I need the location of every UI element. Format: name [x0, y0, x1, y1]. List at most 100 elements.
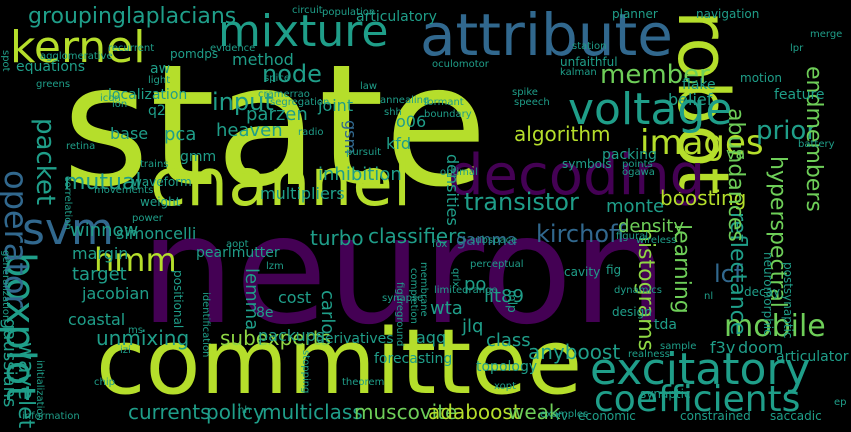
word-packing: packing — [602, 147, 657, 163]
word-channel: channel — [150, 144, 412, 221]
word-spice: spice — [264, 73, 290, 84]
word-spike: spike — [512, 87, 538, 98]
word-initialization: initialization — [34, 360, 45, 421]
word-heaven: heaven — [216, 120, 283, 141]
word-sample: sample — [660, 341, 697, 352]
word-svm: svm — [22, 204, 114, 255]
word-algorithm: algorithm — [514, 122, 611, 146]
word-excitatory: excitatory — [590, 344, 811, 395]
word-boosting: boosting — [660, 186, 747, 210]
word-correlation: correlation — [62, 176, 73, 230]
word-figureground: figureground — [394, 282, 405, 347]
word-annealing: annealing — [380, 95, 430, 106]
word-tda: tda — [654, 317, 677, 333]
word-cost: cost — [278, 288, 312, 307]
word-margin: margin — [72, 244, 129, 263]
word-retina: retina — [66, 141, 96, 152]
word-izi: izi — [120, 345, 131, 356]
word-xopt: xopt — [494, 381, 516, 392]
word-base: base — [110, 124, 149, 143]
word-synapse: synapse — [382, 293, 424, 304]
word-simoncelli: simoncelli — [116, 224, 197, 243]
word-trains: trains — [140, 159, 169, 170]
word-dynamics: dynamics — [614, 285, 662, 296]
word-target: target — [72, 264, 127, 285]
word-saccadic: saccadic — [770, 409, 822, 423]
word-mlp: mlp — [505, 290, 519, 313]
word-mobile: mobile — [724, 309, 826, 344]
word-icon: icon — [100, 93, 121, 104]
word-multiclass: multiclass — [262, 400, 363, 424]
word-oculomotor: oculomotor — [432, 59, 489, 70]
word-density: density — [618, 216, 684, 237]
word-constrained: constrained — [680, 409, 751, 423]
word-input: input — [212, 88, 274, 116]
word-muscovite: muscovite — [354, 400, 458, 424]
word-points: points — [622, 159, 653, 170]
word-chip: chip — [94, 377, 115, 388]
word-pca: pca — [164, 124, 197, 145]
word-membrane: membrane — [418, 262, 429, 317]
word-class: class — [486, 330, 531, 351]
word-currents: currents — [128, 400, 211, 424]
word-kirchoff: kirchoff — [536, 220, 626, 248]
word-hh: hh — [238, 405, 251, 416]
word-kfd: kfd — [386, 134, 412, 153]
word-gaussians: gaussians — [0, 318, 20, 408]
word-positional: positional — [171, 270, 185, 329]
word-population: population — [322, 7, 376, 18]
word-lzm: lzm — [266, 261, 284, 272]
word-economic: economic — [578, 409, 636, 423]
word-evidence: evidence — [210, 43, 256, 54]
word-radio: radio — [298, 127, 324, 138]
word-cavity: cavity — [564, 265, 601, 279]
word-gamma: gamma — [456, 230, 517, 249]
word-pearlmutter: pearlmutter — [196, 245, 280, 261]
word-equations: equations — [16, 59, 86, 75]
word-limitedrange: limitedrange — [434, 285, 498, 296]
word-realness: realness — [628, 349, 670, 360]
word-synaptic: synaptic — [640, 387, 691, 401]
word-subspace: subspace — [470, 235, 518, 246]
word-forecasting: forecasting — [374, 351, 453, 367]
word-ogawa: ogawa — [622, 167, 655, 178]
word-va: va — [726, 144, 746, 163]
word-optimal: optimal — [440, 167, 478, 178]
word-densities: densities — [443, 154, 462, 226]
word-cramerrao: cramerrao — [258, 89, 310, 100]
word-jlq: jlq — [462, 316, 484, 337]
word-voltage: voltage — [568, 84, 733, 135]
word-member: member — [600, 60, 710, 90]
word-law: law — [360, 81, 378, 92]
word-articulator: articulator — [776, 349, 849, 365]
word-prior: prior — [756, 116, 818, 146]
word-derivatives: derivatives — [316, 331, 394, 347]
word-coastal: coastal — [68, 310, 126, 329]
word-topology: topology — [476, 359, 538, 375]
word-laplacians: laplacians — [126, 4, 237, 29]
word-power: power — [132, 213, 163, 224]
word-transistor: transistor — [464, 188, 579, 216]
word-winnow: winnow — [70, 220, 139, 241]
word-policy: policy — [206, 400, 265, 424]
word-wireless: wireless — [636, 235, 677, 246]
word-battery: battery — [798, 139, 835, 150]
word-symbols: symbols — [562, 157, 612, 171]
word-jacobian: jacobian — [82, 284, 150, 303]
word-q2: q2 — [148, 103, 166, 119]
word-grouping: grouping — [28, 4, 126, 29]
word-state: state — [62, 28, 488, 224]
word-adaboost: adaboost — [428, 400, 521, 424]
word-attribute: attribute — [420, 1, 673, 69]
word-fig: fig — [606, 263, 622, 277]
word-aqq: aqq — [416, 328, 447, 347]
word-decay: decay — [744, 285, 781, 299]
word-pursuit: pursuit — [346, 147, 382, 158]
word-greens: greens — [36, 79, 71, 90]
word-postsynaptic: postsynaptic — [781, 262, 795, 339]
word-design: design — [612, 305, 652, 319]
word-aw: aw — [150, 61, 171, 77]
word-feature: feature — [774, 87, 825, 103]
word-articulatory: articulatory — [356, 9, 437, 25]
